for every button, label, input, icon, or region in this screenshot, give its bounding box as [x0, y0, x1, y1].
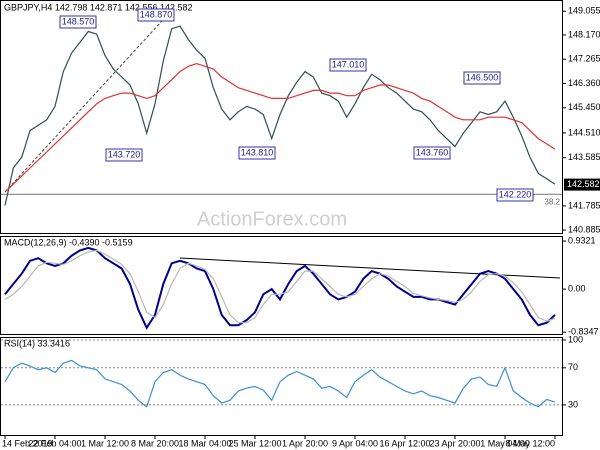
y-tick-label: 149.055: [568, 6, 600, 16]
y-tick-label: 146.360: [568, 78, 600, 88]
series-line: [4, 62, 556, 193]
y-tick-label: 0.9321: [568, 235, 596, 245]
annotation-box: [463, 71, 501, 85]
price-panel: [0, 0, 563, 234]
series-line: [4, 249, 556, 324]
y-tick-label: 140.885: [568, 224, 600, 234]
annotation-box: [105, 148, 143, 162]
y-tick-label: 100: [568, 334, 583, 344]
panel-title: RSI(14) 33.3416: [4, 338, 70, 348]
x-tick-label: 18 Mar 04:00: [178, 438, 231, 448]
annotation-label: 143.760: [416, 147, 449, 157]
annotation-label: 148.870: [140, 9, 173, 19]
annotation-label: 143.810: [241, 147, 274, 157]
y-tick-label: 148.170: [568, 29, 600, 39]
annotation-label: 147.010: [332, 59, 365, 69]
last-price-label: 142.582: [567, 179, 600, 189]
x-tick-label: 16 Apr 12:00: [379, 438, 430, 448]
y-tick-label: 70: [568, 362, 578, 372]
y-tick-label: -0.8347: [568, 327, 599, 337]
header: GBPJPY,H4 142.798 142.871 142.556 142.58…: [4, 2, 193, 12]
macd-panel: [0, 236, 563, 335]
y-tick-label: 30: [568, 399, 578, 409]
series-line: [4, 25, 556, 206]
rsi-panel: [0, 337, 563, 436]
annotation-box: [137, 8, 175, 22]
last-price-box: [564, 178, 600, 191]
x-tick-label: 23 Apr 20:00: [429, 438, 480, 448]
watermark: ActionForex.com: [197, 208, 347, 230]
annotation-label: 146.500: [466, 72, 499, 82]
y-tick-label: 145.450: [568, 102, 600, 112]
y-tick-label: 143.585: [568, 152, 600, 162]
x-tick-label: 9 Apr 04:00: [332, 438, 378, 448]
x-tick-label: 25 Mar 12:00: [228, 438, 281, 448]
level-label: 38.2: [544, 197, 560, 206]
annotation-label: 142.220: [499, 189, 532, 199]
annotation-box: [238, 146, 276, 160]
y-tick-label: 144.510: [568, 127, 600, 137]
y-tick-label: 147.265: [568, 54, 600, 64]
x-tick-label: 22 Feb 04:00: [28, 438, 81, 448]
x-tick-label: 1 Apr 20:00: [282, 438, 328, 448]
y-tick-label: 0.00: [568, 284, 586, 294]
x-tick-label: 14 Feb 2019: [2, 438, 53, 448]
annotation-label: 148.570: [62, 16, 95, 26]
series-line: [4, 359, 556, 408]
annotation-box: [59, 15, 97, 29]
annotation-box: [329, 58, 367, 72]
x-tick-label: 1 May 04:00: [480, 438, 530, 448]
annotation-box: [496, 188, 534, 202]
x-tick-label: 1 Mar 12:00: [81, 438, 129, 448]
trend-line: [4, 9, 173, 193]
annotation-label: 143.720: [108, 149, 141, 159]
x-tick-label: 8 Mar 20:00: [131, 438, 179, 448]
panel-title: MACD(12,26,9) -0.4390 -0.5159: [4, 237, 133, 247]
y-tick-label: 141.785: [568, 200, 600, 210]
annotation-box: [413, 146, 451, 160]
x-tick-label: 8 May 12:00: [505, 438, 555, 448]
